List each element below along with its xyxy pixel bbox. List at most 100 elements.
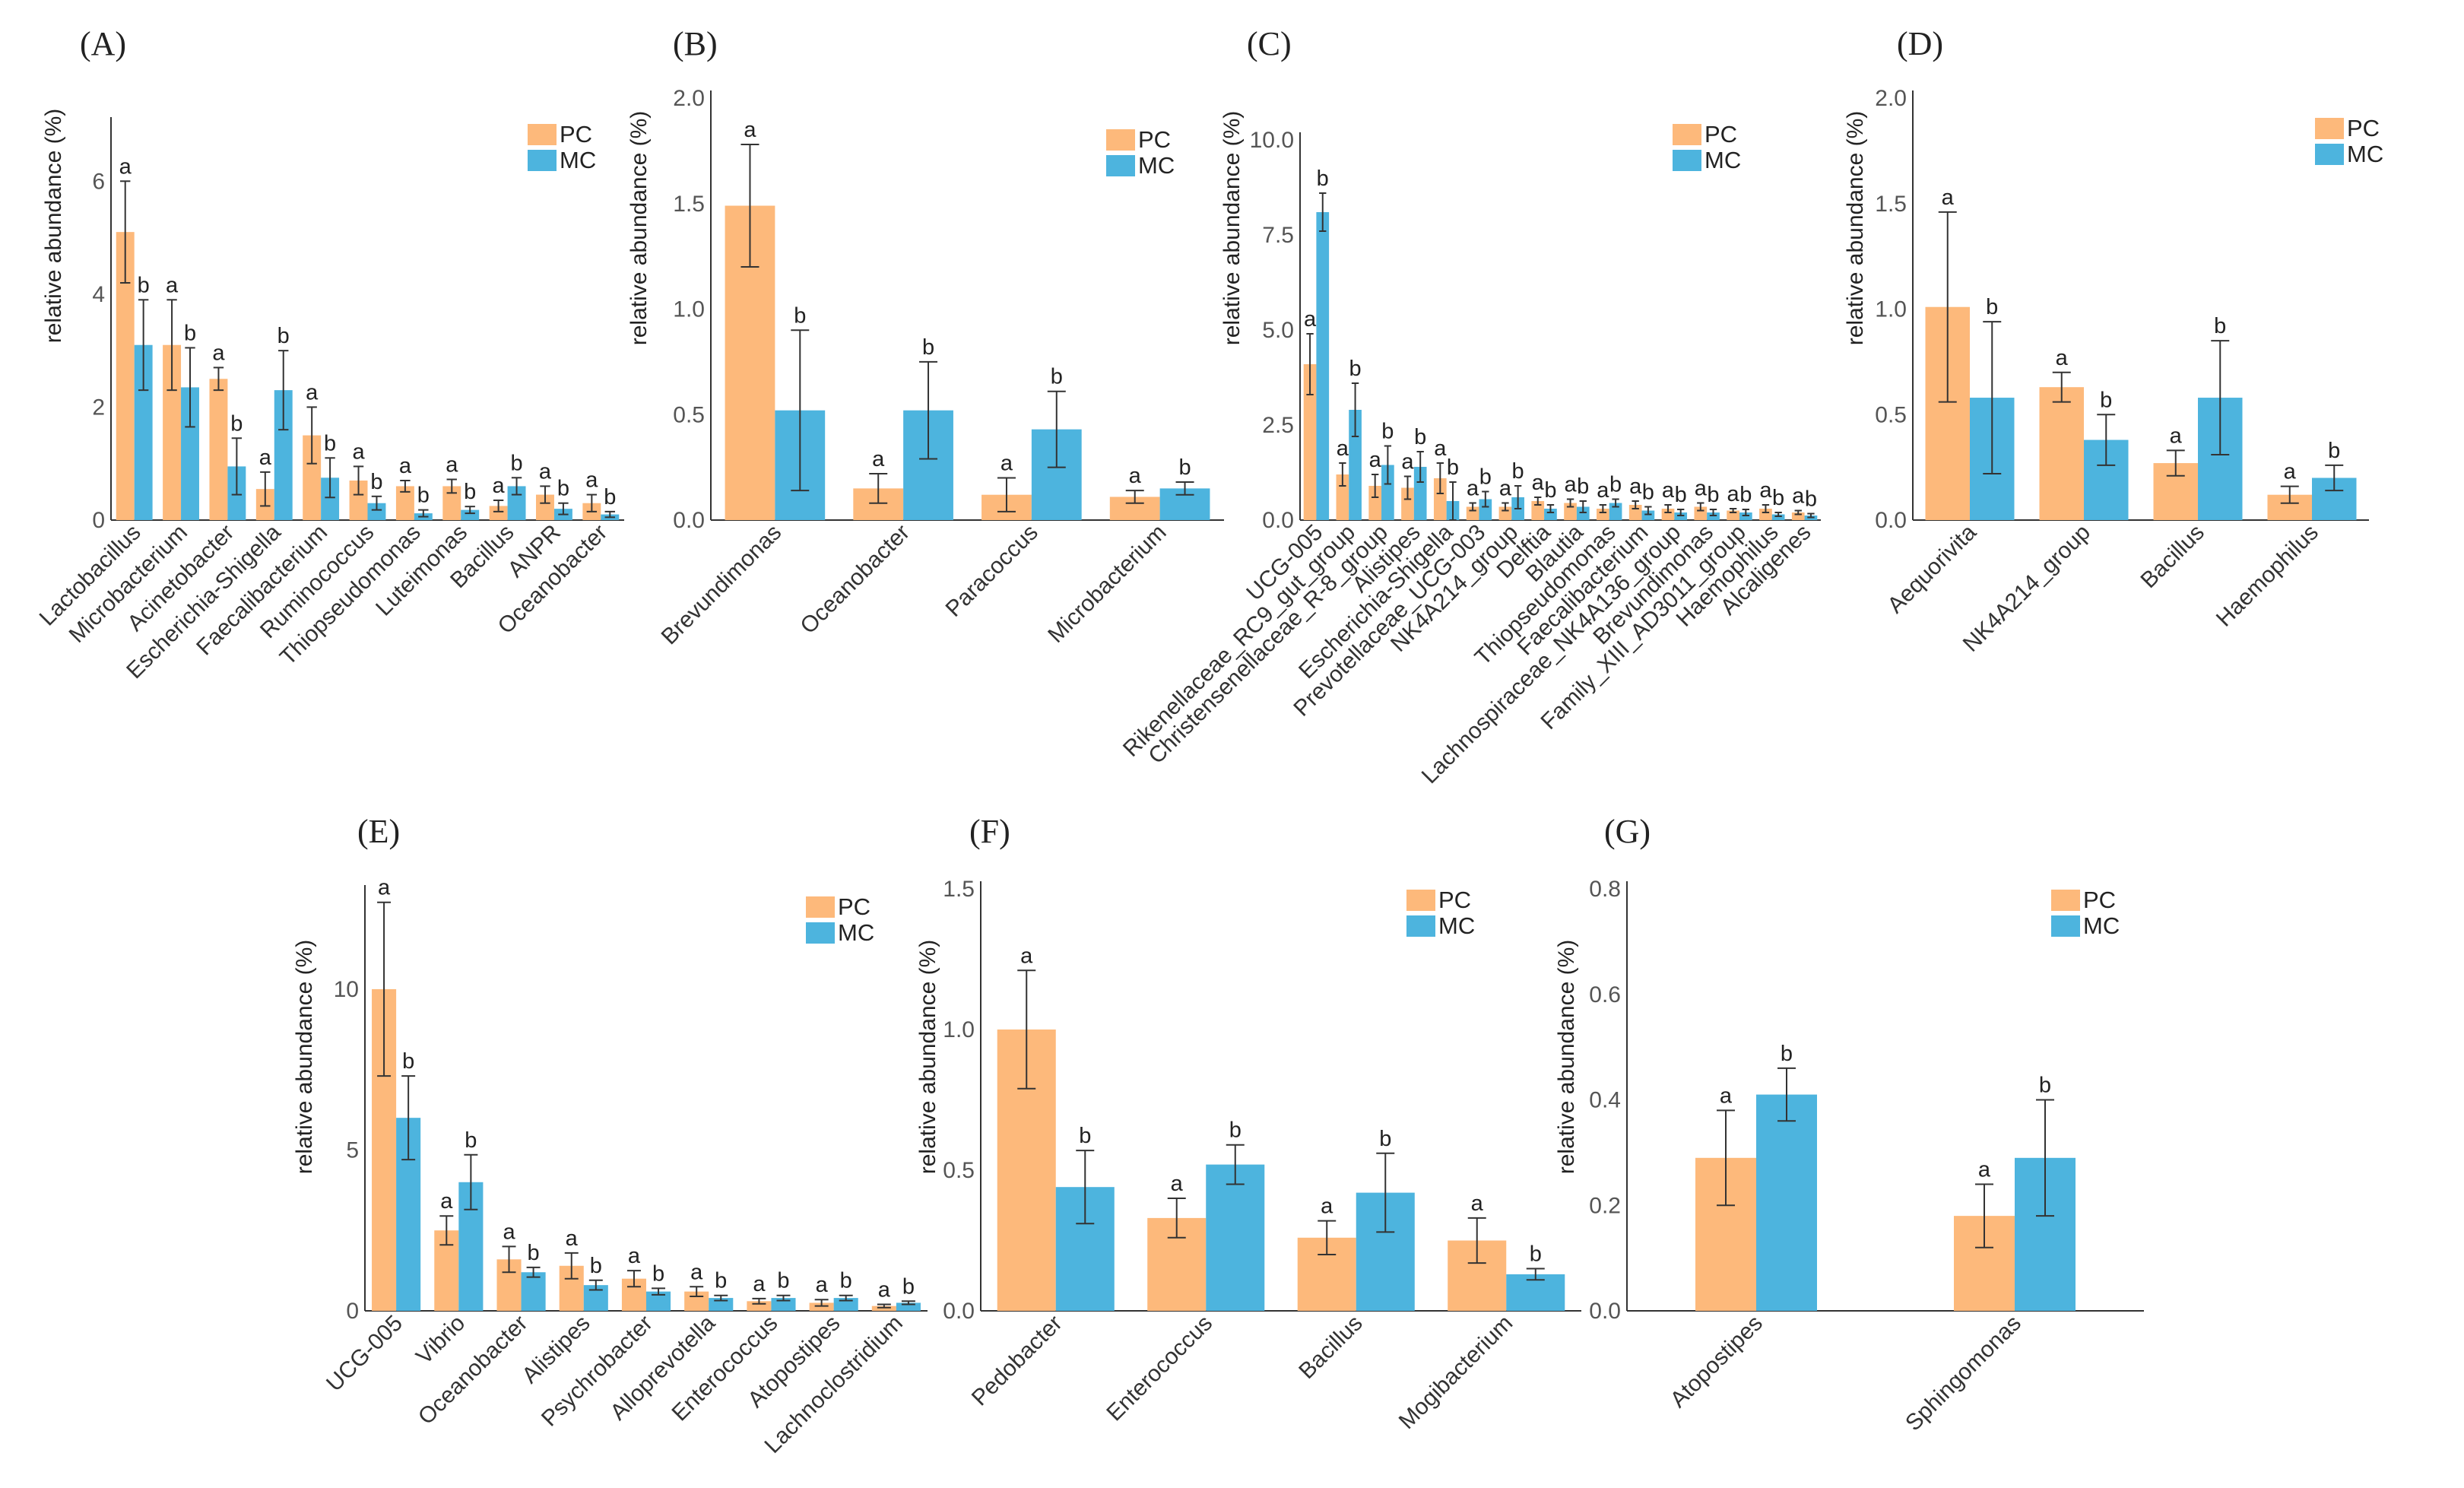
significance-letter: b — [1781, 1042, 1793, 1066]
significance-letter: a — [1001, 452, 1013, 476]
bar-pc-2 — [1368, 486, 1382, 520]
bar-pc-8 — [489, 506, 508, 520]
bar-mc-7 — [1544, 509, 1557, 520]
x-tick-label: Paracoccus — [941, 520, 1043, 622]
significance-letter: b — [1544, 478, 1556, 503]
y-tick-label: 0.5 — [1875, 402, 1907, 427]
legend-label-pc: PC — [1438, 887, 1471, 913]
significance-letter: a — [306, 380, 319, 405]
x-tick-label: Atopostipes — [1666, 1311, 1768, 1413]
significance-letter: b — [2214, 314, 2226, 338]
y-tick-label: 2 — [92, 395, 105, 420]
bar-pc-1 — [163, 344, 182, 520]
significance-letter: a — [566, 1226, 579, 1251]
significance-letter: b — [1530, 1242, 1542, 1267]
legend-label-pc: PC — [560, 121, 592, 148]
significance-letter: a — [2284, 460, 2297, 484]
significance-letter: b — [777, 1269, 789, 1293]
legend-swatch-pc — [1673, 124, 1701, 145]
significance-letter: a — [1564, 473, 1577, 497]
significance-letter: a — [539, 459, 552, 484]
bar-mc-0 — [1756, 1094, 1817, 1311]
legend-swatch-pc — [1406, 890, 1435, 911]
significance-letter: a — [1597, 478, 1609, 503]
bar-pc-2 — [209, 379, 228, 520]
y-axis-label: relative abundance (%) — [915, 940, 940, 1175]
x-tick-label: Mogibacterium — [1394, 1311, 1517, 1434]
x-tick-label: Vibrio — [411, 1311, 470, 1369]
legend-swatch-pc — [806, 896, 835, 918]
significance-letter: b — [402, 1049, 414, 1074]
significance-letter: b — [184, 321, 196, 345]
significance-letter: b — [2100, 388, 2112, 412]
legend-swatch-mc — [2051, 915, 2080, 937]
y-axis-label: relative abundance (%) — [626, 111, 652, 346]
significance-letter: a — [352, 439, 365, 464]
bar-mc-3 — [1413, 467, 1427, 520]
significance-letter: a — [1129, 464, 1142, 488]
bar-mc-7 — [461, 509, 480, 520]
bar-pc-11 — [1661, 509, 1675, 520]
significance-letter: b — [324, 431, 336, 455]
y-tick-label: 0.0 — [673, 508, 705, 533]
bar-pc-6 — [395, 486, 414, 520]
x-tick-label: Oceanobacter — [795, 520, 915, 639]
y-tick-label: 2.0 — [1875, 86, 1907, 111]
bar-mc-5 — [1479, 499, 1492, 520]
significance-letter: b — [230, 411, 243, 436]
x-tick-label: NK4A214_group — [1958, 520, 2095, 657]
bar-pc-8 — [871, 1306, 896, 1311]
significance-letter: a — [259, 446, 272, 470]
significance-letter: a — [1629, 474, 1642, 499]
significance-letter: b — [604, 485, 616, 509]
significance-letter: b — [922, 335, 934, 360]
significance-letter: a — [1695, 477, 1708, 501]
significance-letter: a — [816, 1273, 829, 1297]
y-tick-label: 5 — [346, 1137, 359, 1163]
significance-letter: b — [1512, 459, 1524, 484]
bar-mc-3 — [274, 390, 293, 520]
significance-letter: b — [417, 484, 430, 508]
y-tick-label: 1.0 — [673, 297, 705, 322]
y-tick-label: 2.0 — [673, 86, 705, 111]
significance-letter: b — [590, 1254, 602, 1278]
significance-letter: b — [465, 1128, 477, 1153]
panel-label: (D) — [1897, 25, 1943, 62]
legend-swatch-mc — [2315, 144, 2344, 165]
significance-letter: b — [1349, 357, 1361, 381]
x-tick-label: Aequorivita — [1882, 519, 1981, 618]
significance-letter: b — [1379, 1127, 1391, 1151]
significance-letter: b — [464, 480, 476, 504]
significance-letter: a — [446, 453, 458, 477]
significance-letter: a — [1304, 307, 1317, 332]
bar-mc-5 — [367, 503, 386, 520]
bar-mc-2 — [1381, 465, 1394, 520]
significance-letter: a — [1467, 477, 1479, 501]
y-tick-label: 0.2 — [1589, 1193, 1621, 1218]
significance-letter: a — [1401, 450, 1414, 474]
significance-letter: b — [715, 1269, 727, 1293]
significance-letter: b — [1707, 483, 1719, 507]
significance-letter: a — [2056, 346, 2069, 370]
significance-letter: b — [277, 324, 290, 348]
significance-letter: b — [1051, 365, 1063, 389]
significance-letter: b — [902, 1274, 915, 1299]
significance-letter: a — [1792, 484, 1805, 509]
significance-letter: b — [2328, 439, 2340, 463]
bar-mc-14 — [1771, 514, 1785, 520]
y-tick-label: 5.0 — [1262, 318, 1294, 343]
y-axis-label: relative abundance (%) — [292, 940, 317, 1175]
significance-letter: a — [1727, 482, 1740, 506]
bar-pc-0 — [1303, 364, 1317, 520]
legend-swatch-mc — [1106, 155, 1135, 176]
y-axis-label: relative abundance (%) — [1219, 111, 1245, 346]
bar-mc-1 — [181, 387, 199, 520]
significance-letter: a — [753, 1272, 766, 1296]
legend-swatch-mc — [1673, 150, 1701, 171]
y-tick-label: 0.0 — [943, 1299, 975, 1324]
y-tick-label: 1.5 — [1875, 192, 1907, 217]
bar-pc-7 — [809, 1302, 834, 1311]
significance-letter: a — [1020, 944, 1033, 968]
